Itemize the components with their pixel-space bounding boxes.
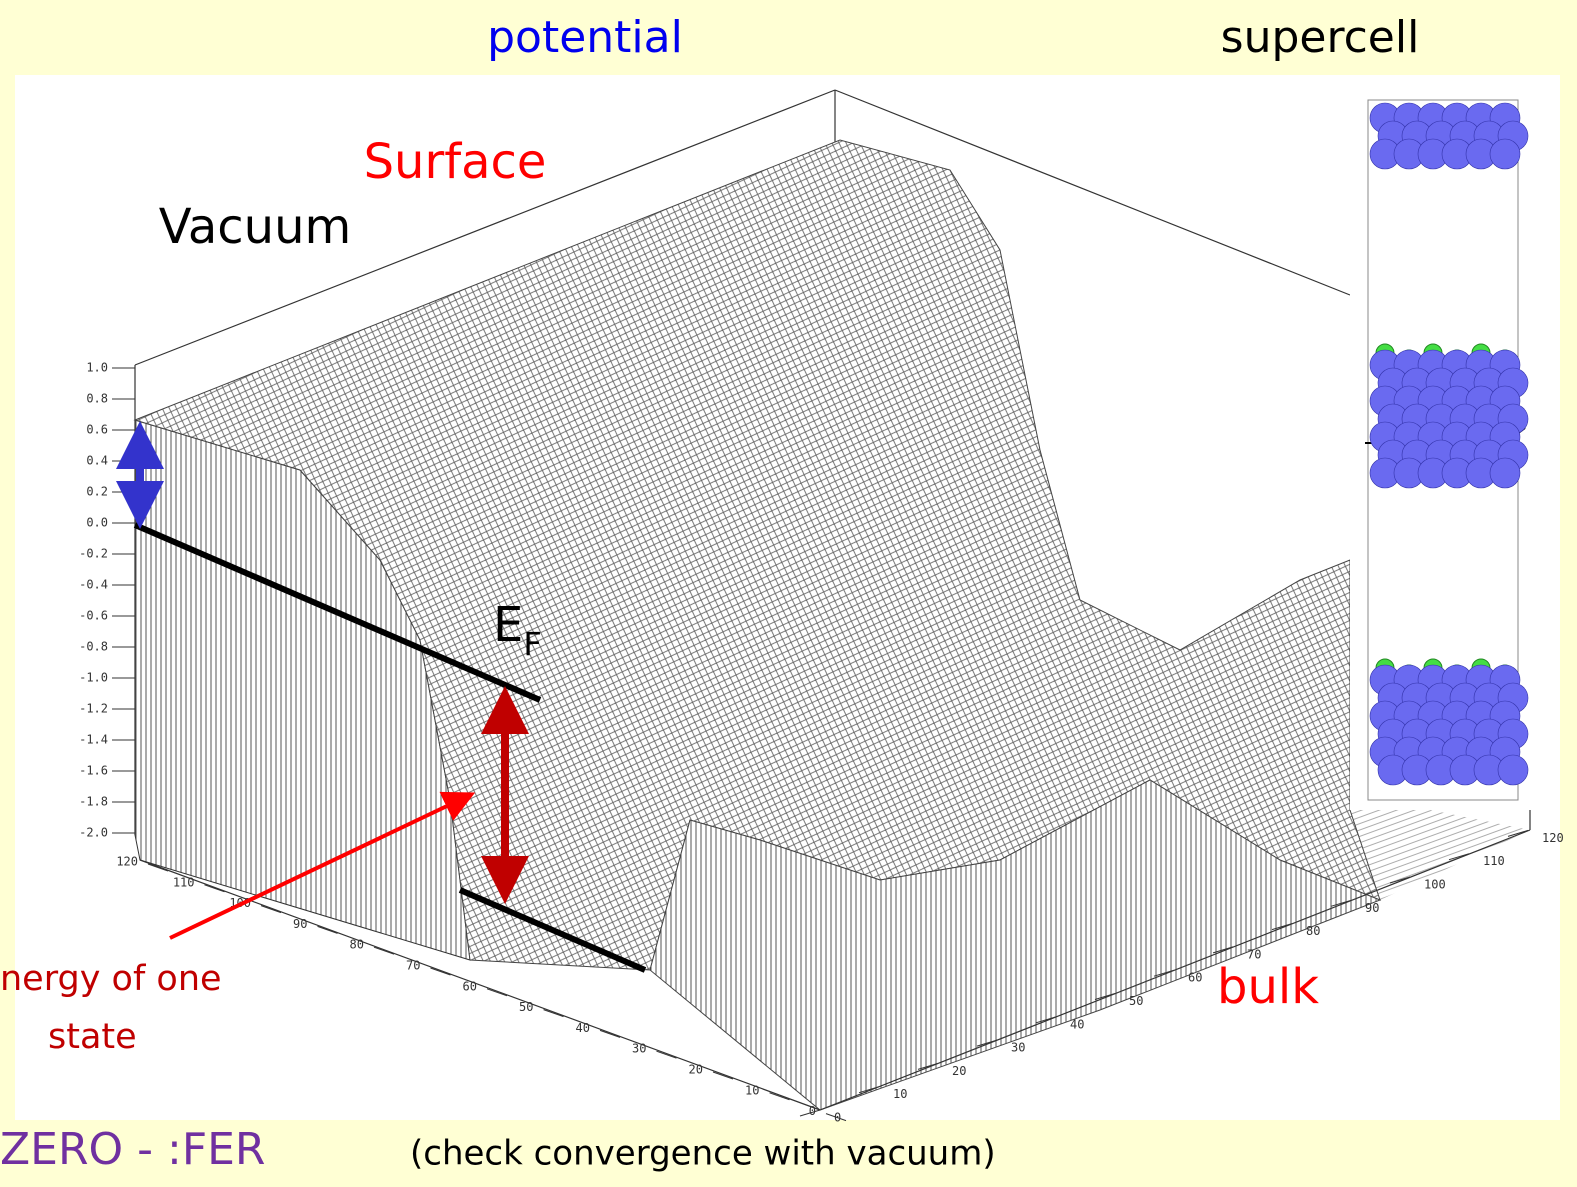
x-tick-label: 70: [406, 959, 420, 973]
x-tick: [712, 1071, 734, 1080]
supercell-image: [1350, 90, 1535, 810]
x-tick: [373, 946, 395, 955]
x-tick-label: 50: [519, 1000, 533, 1014]
y-tick: [1271, 923, 1293, 931]
potential-title: potential: [487, 12, 683, 63]
y-tick-label: 40: [1070, 1017, 1084, 1031]
y-tick-label: 10: [893, 1087, 907, 1101]
z-tick-label: -1.6: [79, 764, 108, 778]
energy-label-2: state: [48, 1017, 137, 1057]
base-axes: [139, 829, 1531, 1111]
supercell-title: supercell: [1221, 12, 1420, 63]
y-tick-label: 70: [1247, 947, 1261, 961]
z-tick-label: -2.0: [79, 826, 108, 840]
y-tick: [1330, 899, 1352, 907]
x-tick: [599, 1029, 621, 1038]
x-tick: [430, 967, 451, 976]
x-tick: [825, 1113, 847, 1122]
x-tick: [260, 905, 282, 914]
x-tick-label: 90: [293, 917, 307, 931]
y-tick: [1389, 876, 1411, 884]
y-tick: [1448, 853, 1470, 861]
z-tick-label: 0.4: [86, 454, 108, 468]
x-tick: [656, 1050, 677, 1059]
x-tick: [486, 988, 508, 997]
x-tick-label: 20: [689, 1063, 703, 1077]
x-tick-label: 30: [632, 1042, 646, 1056]
z-tick-label: 1.0: [86, 361, 108, 375]
x-tick-label: 40: [576, 1021, 590, 1035]
y-tick-label: 50: [1129, 994, 1143, 1008]
atom-blue: [1489, 138, 1521, 170]
y-tick-label: 80: [1306, 924, 1320, 938]
y-tick: [1212, 946, 1234, 954]
z-tick-label: -0.4: [79, 578, 108, 592]
x-tick-label: 80: [350, 938, 364, 952]
atom-blue: [1489, 457, 1521, 489]
footer-right: (check convergence with vacuum): [410, 1134, 996, 1174]
footer-left: ZERO - :FER: [0, 1124, 266, 1175]
x-tick: [769, 1092, 790, 1101]
z-tick-label: -0.8: [79, 640, 108, 654]
surface-label: Surface: [364, 134, 547, 190]
y-tick-label: 110: [1483, 854, 1505, 868]
fermi-sub: F: [523, 625, 541, 663]
x-tick: [204, 884, 225, 893]
vacuum-level-line: [133, 522, 542, 703]
x-tick-label: 120: [116, 855, 138, 869]
y-tick-label: 0: [834, 1111, 841, 1125]
y-tick-label: 90: [1365, 901, 1379, 915]
y-tick-label: 120: [1542, 831, 1564, 845]
z-tick-label: -0.2: [79, 547, 108, 561]
y-tick-label: 60: [1188, 971, 1202, 985]
z-tick-label: 0.6: [86, 423, 108, 437]
z-tick-label: 0.0: [86, 516, 108, 530]
y-tick: [976, 1039, 998, 1047]
y-tick: [1153, 969, 1175, 977]
x-tick-label: 110: [173, 875, 195, 889]
z-tick-label: -1.0: [79, 671, 108, 685]
y-tick-label: 20: [952, 1064, 966, 1078]
z-tick-label: -0.6: [79, 609, 108, 623]
y-tick-label: 30: [1011, 1041, 1025, 1055]
bump-wall: [649, 779, 1382, 1111]
y-tick-label: 100: [1424, 878, 1446, 892]
x-tick: [317, 925, 338, 934]
z-tick-label: -1.4: [79, 733, 108, 747]
x-tick: [543, 1009, 564, 1018]
x-tick-label: 60: [463, 979, 477, 993]
energy-label-1: nergy of one: [0, 959, 222, 999]
x-tick-label: 10: [745, 1083, 759, 1097]
x-tick: [147, 863, 169, 872]
pointer-arrow: [169, 791, 476, 940]
y-tick: [1035, 1016, 1057, 1024]
x-tick-label: 0: [809, 1104, 816, 1118]
atom-blue: [1497, 754, 1529, 786]
z-tick-label: 0.2: [86, 485, 108, 499]
y-tick: [858, 1086, 880, 1094]
z-tick-label: -1.2: [79, 702, 108, 716]
y-tick: [1094, 993, 1116, 1000]
fermi-e: E: [493, 597, 523, 653]
bulk-label: bulk: [1217, 959, 1319, 1015]
y-tick: [1507, 829, 1529, 837]
vacuum-label: Vacuum: [159, 199, 352, 255]
fermi-label: EF: [493, 597, 542, 663]
z-tick-label: 0.8: [86, 392, 108, 406]
y-tick: [917, 1062, 939, 1070]
y-tick: [799, 1109, 821, 1117]
z-tick-label: -1.8: [79, 795, 108, 809]
